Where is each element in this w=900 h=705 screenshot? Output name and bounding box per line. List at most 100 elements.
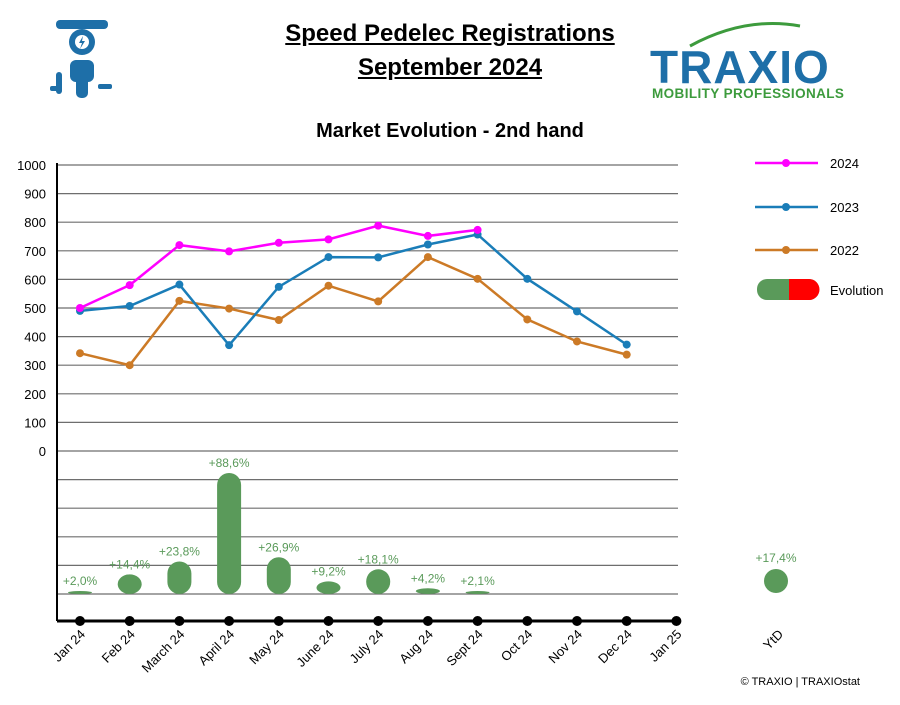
evolution-bars: +2,0% +14,4% +23,8% +88,6% +26,9% +9,2% +18,1%… [63, 456, 797, 594]
x-axis-marker [373, 616, 384, 626]
legend: 2024 2023 2022 Evolution [755, 156, 883, 300]
legend-label-2024: 2024 [830, 156, 859, 171]
y-tick-label: 800 [24, 215, 46, 230]
evolution-bar [366, 569, 391, 594]
legend-marker-2024 [782, 159, 790, 167]
data-point-2023 [622, 340, 631, 349]
evolution-label: +14,4% [109, 557, 150, 571]
evolution-bar [415, 588, 440, 594]
data-point-2022 [523, 315, 532, 324]
y-tick-label: 100 [24, 415, 46, 430]
x-tick-label: July 24 [347, 627, 387, 667]
data-point-2022 [274, 316, 283, 325]
logo-tagline: MOBILITY PROFESSIONALS [652, 86, 845, 101]
data-point-2024 [125, 281, 134, 290]
evolution-label: +18,1% [358, 552, 399, 566]
data-point-2023 [573, 307, 581, 316]
data-point-2023 [225, 341, 234, 350]
data-point-2022 [473, 274, 482, 283]
x-axis-marker [75, 616, 85, 626]
evolution-bar [68, 591, 92, 594]
data-point-2022 [622, 350, 631, 359]
data-point-2024 [76, 304, 84, 312]
evolution-label: +2,0% [63, 574, 98, 588]
ytd-tick-label: YtD [760, 627, 786, 653]
evolution-bar [167, 561, 192, 594]
evolution-label: +4,2% [411, 571, 446, 585]
data-point-2024 [225, 247, 234, 256]
x-tick-label: Jan 25 [646, 627, 684, 665]
data-point-2024 [473, 225, 482, 234]
evolution-bar [465, 591, 490, 594]
evolution-label: +26,9% [258, 540, 299, 554]
evolution-bar [266, 557, 291, 594]
x-tick-label: Sept 24 [443, 627, 485, 669]
legend-label-evolution: Evolution [830, 283, 883, 298]
ytd-evolution-bar [764, 569, 788, 593]
evolution-label: +9,2% [311, 564, 346, 578]
legend-label-2023: 2023 [830, 200, 859, 215]
x-axis-marker [224, 616, 235, 626]
x-tick-label: Dec 24 [595, 627, 635, 667]
x-tick-label: May 24 [246, 627, 287, 668]
data-point-2022 [225, 304, 234, 313]
x-tick-label: Aug 24 [396, 627, 436, 667]
data-point-2024 [324, 235, 333, 244]
series-line-2022 [79, 255, 628, 367]
ytd-evolution-label: +17,4% [755, 551, 796, 565]
evolution-bar [316, 581, 341, 594]
x-axis-labels: Jan 24 Feb 24 March 24 April 24 May 24 June 2… [50, 627, 786, 676]
data-point-2024 [423, 231, 432, 240]
x-axis-marker [124, 616, 135, 626]
legend-marker-2022 [782, 246, 790, 254]
data-point-2022 [175, 296, 184, 305]
x-axis-marker [522, 616, 533, 626]
evolution-bar [117, 574, 142, 594]
x-axis-marker [422, 616, 433, 626]
line-series [76, 221, 631, 370]
copyright-footer: © TRAXIO | TRAXIOstat [740, 676, 860, 688]
y-tick-label: 500 [24, 301, 46, 316]
x-tick-label: Feb 24 [99, 627, 138, 666]
data-point-2024 [175, 241, 184, 250]
x-axis-marker [472, 616, 483, 626]
y-tick-label: 1000 [17, 158, 46, 173]
data-point-2024 [374, 221, 383, 230]
chart-title-line-1: Speed Pedelec Registrations [285, 20, 615, 47]
evolution-label: +88,6% [209, 456, 250, 470]
legend-label-2022: 2022 [830, 243, 859, 258]
data-point-2023 [523, 274, 532, 283]
data-point-2022 [125, 361, 134, 370]
logo-wordmark: TRAXIO [650, 41, 830, 93]
y-tick-label: 300 [24, 358, 46, 373]
series-line-2023 [79, 233, 628, 348]
legend-evolution-negative [789, 279, 820, 300]
evolution-label: +23,8% [159, 544, 200, 558]
data-point-2022 [573, 337, 581, 346]
x-axis-marker [671, 616, 682, 626]
data-point-2023 [324, 253, 333, 262]
data-point-2023 [175, 280, 184, 289]
x-tick-label: Oct 24 [498, 627, 536, 665]
legend-marker-2023 [782, 203, 790, 211]
x-axis-marker [174, 616, 185, 626]
data-point-2023 [423, 240, 432, 249]
data-point-2024 [274, 238, 283, 247]
x-axis-marker [323, 616, 334, 626]
evolution-bar [217, 473, 242, 594]
grid-layer [57, 164, 678, 595]
x-tick-label: Nov 24 [545, 627, 585, 667]
data-point-2022 [324, 281, 333, 290]
x-tick-label: June 24 [293, 627, 336, 670]
x-tick-label: March 24 [139, 627, 188, 676]
chart-subtitle: Market Evolution - 2nd hand [316, 120, 584, 142]
x-axis-marker [572, 616, 582, 626]
evolution-label: +2,1% [460, 574, 495, 588]
y-tick-label: 200 [24, 387, 46, 402]
chart-title-line-2: September 2024 [357, 54, 543, 81]
data-point-2022 [374, 297, 383, 306]
y-tick-label: 700 [24, 244, 46, 259]
y-tick-label: 900 [24, 187, 46, 202]
